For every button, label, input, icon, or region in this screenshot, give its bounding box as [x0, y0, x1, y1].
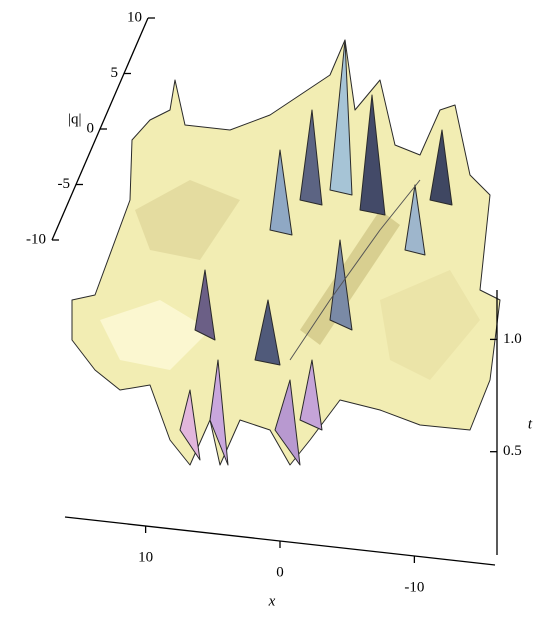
z-axis-tick-label: 5: [111, 65, 119, 81]
z-axis-tick-label: -5: [58, 176, 71, 192]
z-axis-tick-label: -10: [26, 231, 46, 247]
z-axis-tick-label: 0: [87, 120, 95, 136]
z-axis-tick-label: 10: [127, 9, 142, 25]
x-axis-label: x: [268, 593, 276, 609]
x-axis-tick-label: 10: [138, 549, 153, 565]
axes: 10 5 0 -5 -10 10 0 -10 0.5 1.0: [26, 9, 522, 595]
t-axis-tick-label: 1.0: [503, 331, 522, 347]
x-axis-tick-label: -10: [404, 579, 424, 595]
surface: [71, 39, 501, 466]
x-axis-tick-label: 0: [276, 564, 284, 580]
t-axis-label: t: [528, 416, 533, 432]
z-axis-label: |q|: [68, 111, 82, 127]
t-axis-tick-label: 0.5: [503, 443, 522, 459]
